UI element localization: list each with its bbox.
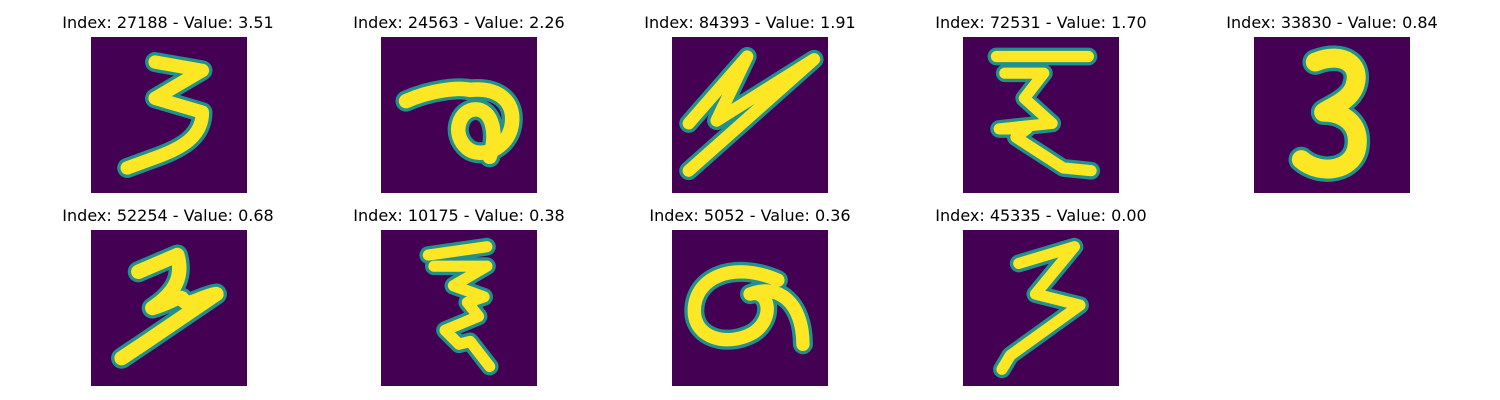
digit-image-2 [381,37,537,193]
digit-strokes [395,78,523,168]
digit-strokes [111,244,227,369]
panel-title-5: Index: 33830 - Value: 0.84 [1226,13,1438,32]
panel-title-8: Index: 5052 - Value: 0.36 [649,206,851,225]
digit-image-8 [672,230,828,386]
digit-image-9 [963,230,1119,386]
digit-image-6 [91,230,247,386]
digit-image-1 [91,37,247,193]
panel-title-1: Index: 27188 - Value: 3.51 [62,13,274,32]
digit-strokes [419,237,499,376]
digit-strokes [1288,45,1371,182]
digit-strokes [684,261,813,355]
panel-title-7: Index: 10175 - Value: 0.38 [353,206,565,225]
digit-strokes [679,47,824,181]
panel-title-3: Index: 84393 - Value: 1.91 [644,13,856,32]
panel-title-2: Index: 24563 - Value: 2.26 [353,13,565,32]
digit-image-7 [381,230,537,386]
digit-image-3 [672,37,828,193]
panel-title-6: Index: 52254 - Value: 0.68 [62,206,274,225]
digit-strokes [987,47,1101,180]
digit-image-5 [1254,37,1410,193]
digit-strokes [117,52,213,178]
digit-strokes [993,237,1089,379]
digit-image-4 [963,37,1119,193]
panel-title-4: Index: 72531 - Value: 1.70 [935,13,1147,32]
panel-title-9: Index: 45335 - Value: 0.00 [935,206,1147,225]
